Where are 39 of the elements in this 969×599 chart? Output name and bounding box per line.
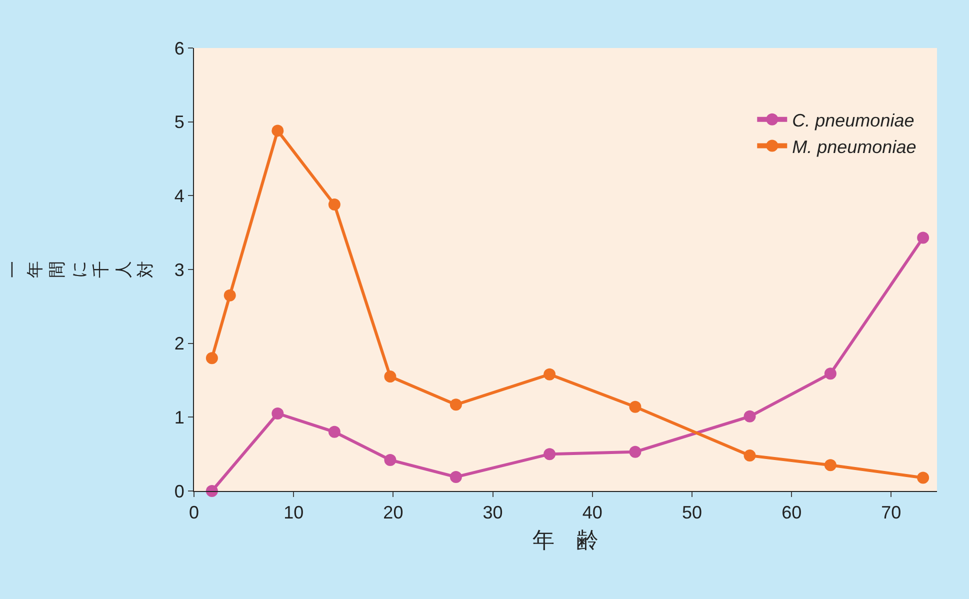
point (744, 450, 756, 462)
y-tick-label: 4 (174, 186, 184, 206)
point (917, 472, 930, 484)
point (544, 368, 556, 380)
x-tick-label: 70 (881, 502, 902, 523)
x-tick-label: 20 (383, 502, 404, 523)
y-tick-label: 0 (174, 481, 184, 502)
y-tick-label: 3 (174, 260, 184, 280)
point (824, 459, 836, 472)
y-tick-label: 1 (174, 407, 184, 428)
point (917, 232, 930, 244)
x-tick-label: 50 (682, 502, 702, 523)
point (384, 370, 396, 383)
y-tick-label: 6 (174, 38, 184, 58)
x-tick-label: 10 (284, 502, 304, 523)
point (544, 448, 556, 460)
x-tick-label: 40 (582, 502, 602, 523)
point (206, 352, 218, 364)
y-tick-label: 5 (174, 112, 184, 132)
point (450, 470, 462, 483)
point (328, 198, 340, 211)
point (824, 368, 836, 380)
point (450, 398, 462, 411)
point (629, 446, 642, 458)
x-tick-label: 0 (188, 502, 200, 523)
point (272, 124, 284, 137)
point (224, 289, 236, 302)
x-axis-title: 年 齢 (532, 528, 598, 552)
legend-label: M. pneumoniae (792, 136, 916, 157)
x-tick-label: 60 (782, 502, 802, 523)
point (272, 407, 284, 420)
y-axis-title: 一年間に千人対 (3, 261, 155, 278)
point (328, 426, 340, 438)
legend-label: C. pneumoniae (792, 110, 914, 130)
x-tick-label: 30 (482, 502, 503, 523)
point (384, 454, 396, 466)
point (744, 410, 756, 422)
y-tick-label: 2 (174, 334, 184, 354)
point (629, 400, 642, 413)
